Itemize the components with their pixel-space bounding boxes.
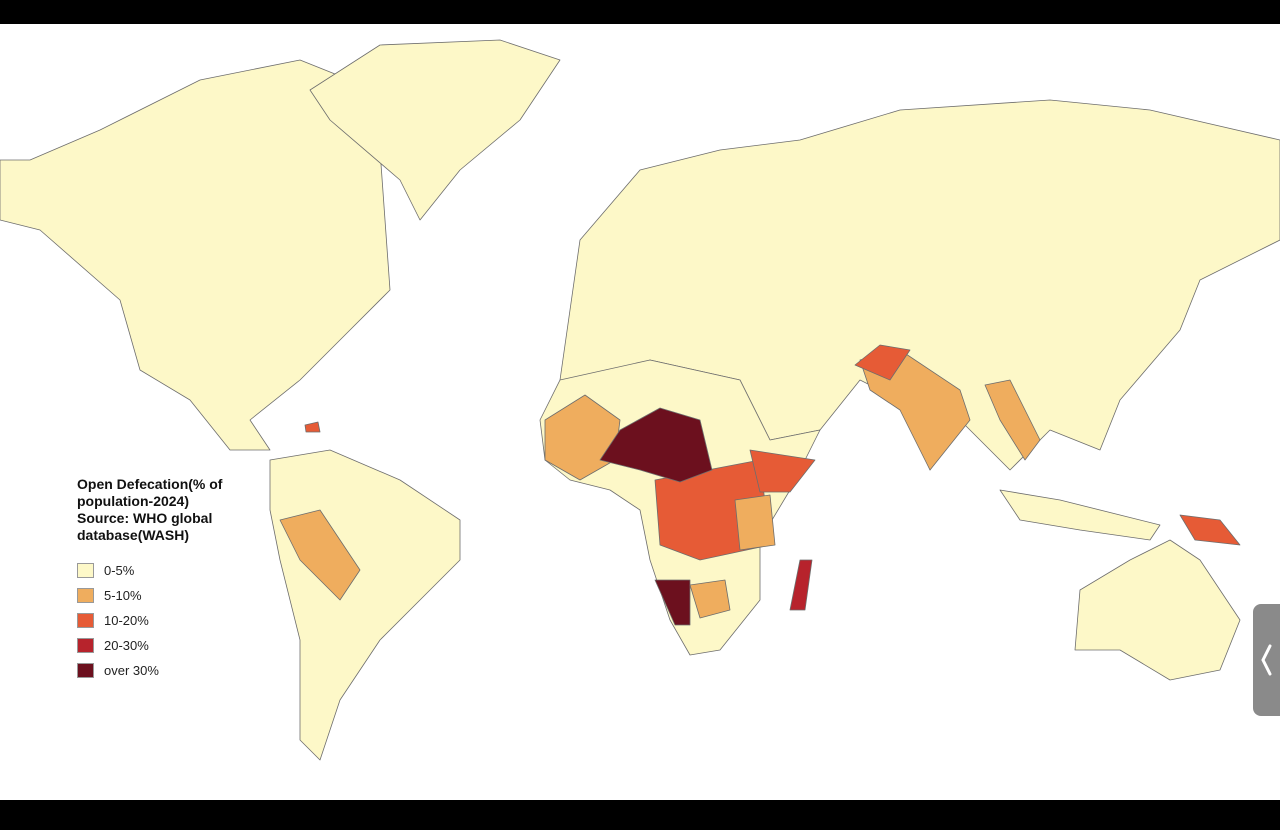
north-america [0, 59, 391, 451]
sahel [599, 407, 713, 483]
legend-label: 20-30% [104, 638, 149, 653]
legend-title-line: Open Defecation(% of [77, 476, 223, 492]
legend-label: over 30% [104, 663, 159, 678]
chevron-icon [1261, 644, 1272, 676]
legend-item: 10-20% [77, 608, 277, 633]
legend-swatch [77, 613, 94, 628]
haiti [304, 421, 321, 433]
india [859, 349, 971, 471]
legend-item: 5-10% [77, 583, 277, 608]
legend-title-line: Source: WHO global [77, 510, 213, 526]
peru-bolivia [279, 509, 361, 601]
namibia [654, 579, 691, 626]
side-panel-button[interactable] [1253, 604, 1280, 716]
afghanistan [854, 344, 911, 381]
legend-label: 0-5% [104, 563, 135, 578]
legend-label: 5-10% [104, 588, 142, 603]
legend-swatch [77, 563, 94, 578]
legend-swatch [77, 638, 94, 653]
legend: Open Defecation(% of population-2024) Sour… [77, 476, 277, 683]
legend-item: 0-5% [77, 558, 277, 583]
legend-item: 20-30% [77, 633, 277, 658]
legend-title-line: database(WASH) [77, 527, 190, 543]
greenland [309, 39, 561, 221]
australia [1074, 539, 1241, 681]
madagascar [789, 559, 813, 611]
indonesia [999, 489, 1161, 541]
map-frame: Open Defecation(% of population-2024) Sour… [0, 24, 1280, 800]
world-map [0, 39, 1280, 761]
legend-item: over 30% [77, 658, 277, 683]
southern-africa [689, 579, 731, 619]
legend-title: Open Defecation(% of population-2024) Sour… [77, 476, 277, 544]
east-africa [734, 494, 776, 551]
south-america [269, 449, 461, 761]
legend-swatch [77, 588, 94, 603]
legend-items: 0-5% 5-10% 10-20% 20-30% over 30% [77, 558, 277, 683]
myanmar-cambodia [984, 379, 1041, 461]
legend-title-line: population-2024) [77, 493, 190, 509]
legend-label: 10-20% [104, 613, 149, 628]
ethiopia [749, 449, 816, 493]
papua-new-guinea [1179, 514, 1241, 546]
legend-swatch [77, 663, 94, 678]
